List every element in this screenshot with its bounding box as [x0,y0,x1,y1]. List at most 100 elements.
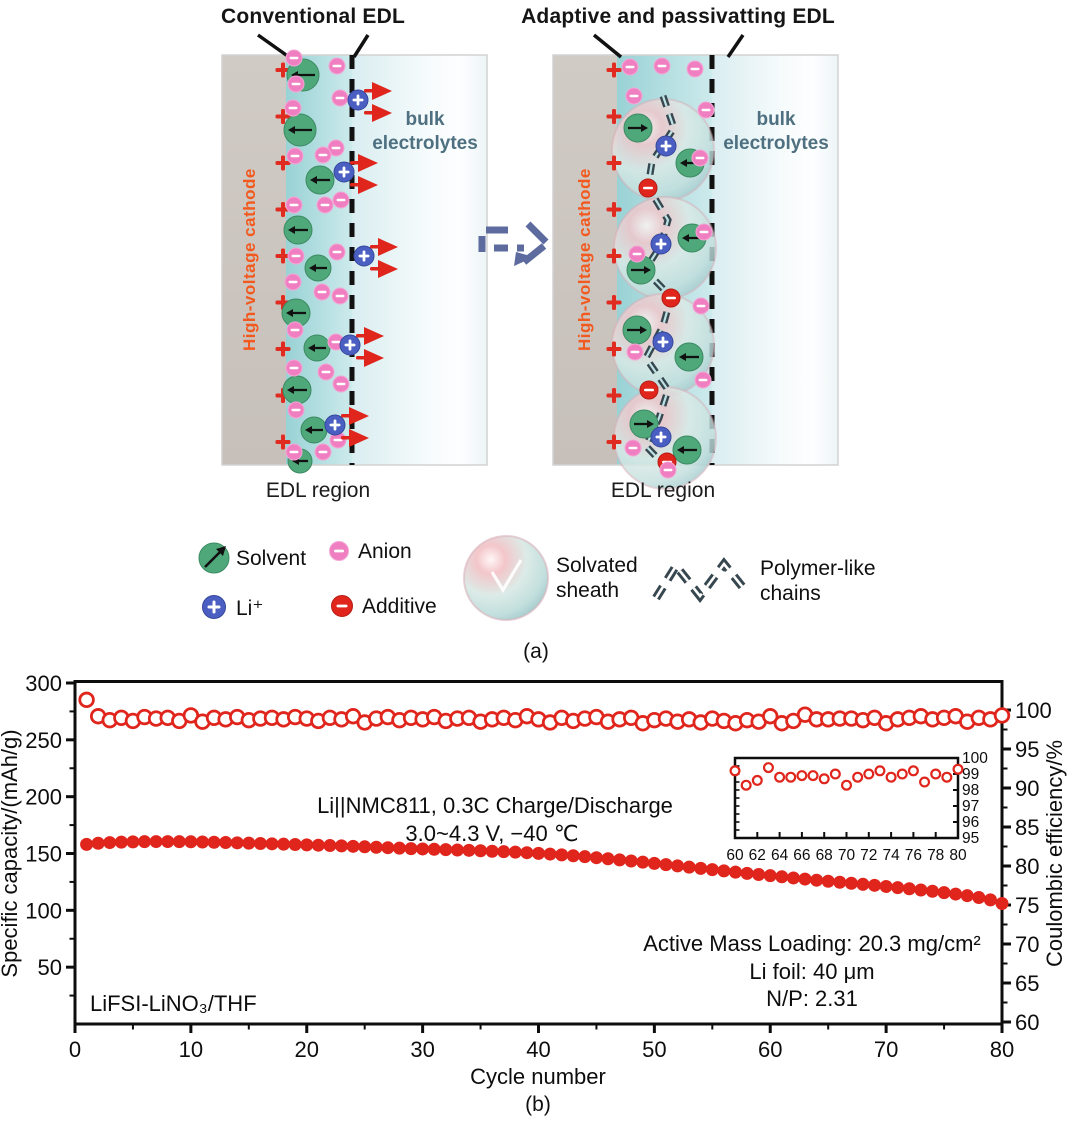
capacity-point [392,841,406,855]
capacity-point [184,835,198,849]
li-migration-arrows-icon [350,154,378,194]
capacity-point [647,856,661,870]
inset-y-tick-label: 96 [962,814,979,831]
inset-x-tick-label: 60 [726,847,744,864]
solvent-icon [629,409,659,439]
capacity-point [462,843,476,857]
li-migration-arrows-icon [364,82,392,122]
capacity-point [253,836,267,850]
capacity-point [532,846,545,860]
anion-icon [314,146,332,164]
capacity-point [369,840,383,854]
capacity-point [416,842,430,856]
legend-chains-label: Polymer-like chains [760,557,876,605]
inset-x-tick-label: 70 [838,847,856,864]
capacity-point [80,837,94,851]
efficiency-point [993,707,1011,724]
capacity-point [566,849,580,863]
inset-efficiency-point [885,771,897,783]
bulk-label-line1: bulk [405,109,445,130]
capacity-point [914,883,928,897]
cathode-plus-icon [606,62,622,78]
anion-icon [328,57,346,75]
cathode-plus-icon [606,434,622,450]
left-title-pointer-line [256,33,291,59]
capacity-point [497,845,511,859]
capacity-point [659,858,673,872]
anion-icon [313,283,331,301]
solvent-icon [282,375,312,405]
inset-efficiency-point [874,765,886,777]
anion-icon [285,443,303,461]
anion-icon [286,147,304,165]
capacity-point [763,869,777,883]
x-tick-label: 20 [295,1037,319,1062]
efficiency-series [78,691,1011,732]
capacity-point [810,873,824,887]
anion-icon [332,375,350,393]
y-left-tick-label: 200 [25,785,62,810]
panel-b-chart: 0 10 20 30 40 50 60 70 80 50 100 150 200 250 300 60 65 70… [0,671,1067,1089]
inset-efficiency-point [818,773,830,785]
capacity-point [138,835,152,849]
cathode-plus-icon [606,295,622,310]
anion-icon [621,58,639,76]
capacity-point [91,836,105,850]
capacity-series [80,835,1009,911]
capacity-point [381,841,395,855]
test-condition-annotation-line2: 3.0~4.3 V, −40 ℃ [405,821,578,846]
solvated-sheath-icon [463,535,549,621]
capacity-point [311,838,325,852]
right-edl-region-label: EDL region [610,479,716,502]
y-left-tick-label: 300 [25,671,62,696]
capacity-point [844,876,858,890]
x-tick-label: 10 [179,1037,203,1062]
x-tick-label: 80 [990,1037,1014,1062]
y-right-tick-label: 70 [1015,932,1039,957]
y-right-tick-label: 65 [1015,971,1039,996]
li-ion-icon [324,414,346,436]
cathode-plus-icon [606,202,622,217]
inset-efficiency-point [896,768,908,780]
inset-efficiency-point [907,765,919,777]
capacity-point [439,843,453,857]
inset-efficiency-point [740,779,752,791]
anion-icon [287,75,305,93]
li-ion-icon [202,595,226,619]
capacity-point [682,860,696,874]
anion-icon [653,57,671,75]
capacity-point [114,835,128,849]
cathode-plus-icon [275,341,291,357]
y-left-tick-label: 150 [25,842,62,867]
solvent-icon [623,113,653,143]
additive-icon [661,288,681,308]
left-cathode-label: High-voltage cathode [240,168,259,352]
capacity-point [752,868,766,882]
cathode-plus-icon [606,248,622,264]
legend-anion-label: Anion [358,540,412,563]
mass-loading-annotation: Active Mass Loading: 20.3 mg/cm² [643,931,980,956]
capacity-point [821,874,835,888]
capacity-point [671,859,685,873]
anion-icon [286,321,304,339]
capacity-point [207,835,221,849]
cathode-plus-icon [275,434,291,450]
capacity-point [450,843,464,857]
li-ion-icon [339,334,361,356]
capacity-point [624,854,638,868]
anion-icon [624,439,642,457]
inset-efficiency-point [930,768,942,780]
np-ratio-annotation: N/P: 2.31 [766,986,858,1011]
capacity-point [126,835,140,849]
left-edl-region-label: EDL region [265,479,371,502]
inset-efficiency-point [941,771,953,783]
anion-icon [285,196,303,214]
anion-icon [332,191,350,209]
panel-a-label: (a) [523,640,549,663]
y-right-tick-label: 90 [1015,776,1039,801]
inset-efficiency-point [952,763,964,775]
additive-icon [331,595,353,617]
efficiency-point [762,708,779,725]
panel-a-diagram [198,33,839,621]
capacity-point [300,838,314,852]
